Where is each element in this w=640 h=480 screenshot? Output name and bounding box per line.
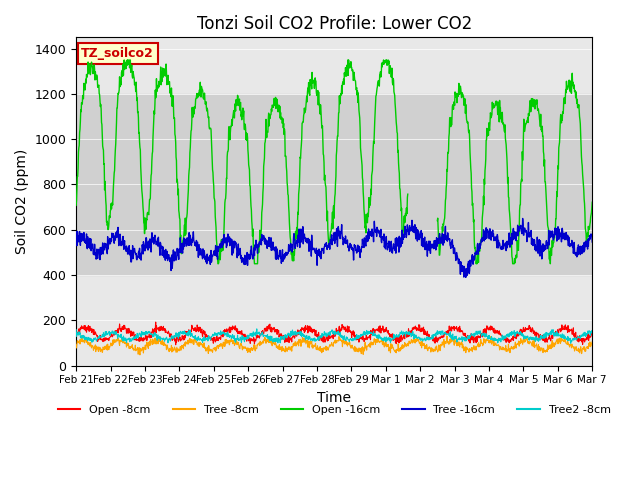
Y-axis label: Soil CO2 (ppm): Soil CO2 (ppm): [15, 149, 29, 254]
Bar: [76, 94, 592, 275]
Title: Tonzi Soil CO2 Profile: Lower CO2: Tonzi Soil CO2 Profile: Lower CO2: [196, 15, 472, 33]
Legend: Open -8cm, Tree -8cm, Open -16cm, Tree -16cm, Tree2 -8cm: Open -8cm, Tree -8cm, Open -16cm, Tree -…: [53, 400, 615, 419]
X-axis label: Time: Time: [317, 391, 351, 405]
Text: TZ_soilco2: TZ_soilco2: [81, 47, 154, 60]
